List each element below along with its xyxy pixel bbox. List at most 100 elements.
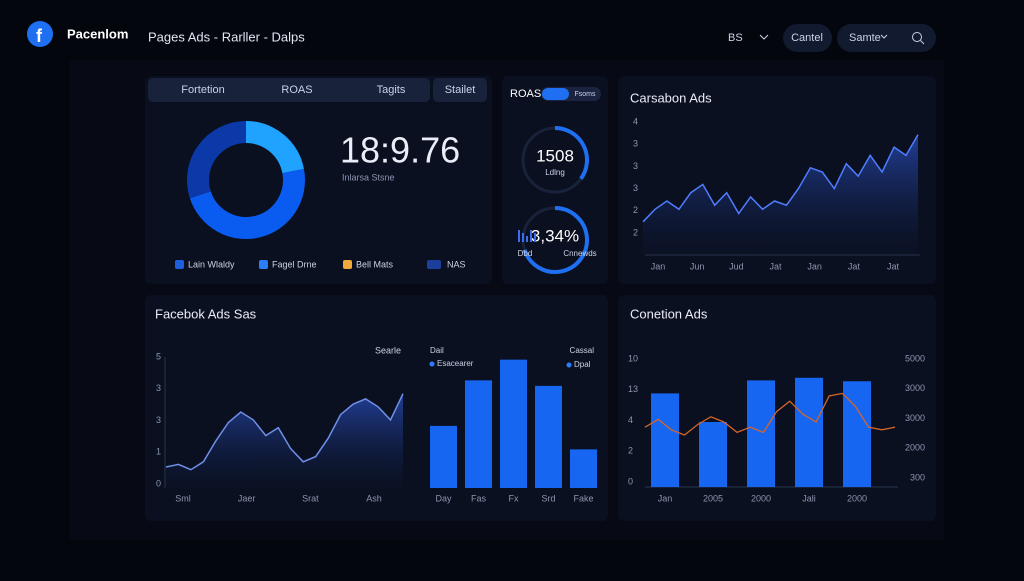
- x-tick-label: Jaer: [238, 493, 256, 503]
- y-tick-label: 2: [633, 205, 638, 215]
- y-tick-label: 3: [633, 139, 638, 149]
- legend-swatch: [259, 260, 268, 269]
- mini-bar: [530, 230, 532, 242]
- tab[interactable]: Fortetion: [181, 84, 224, 96]
- search-bar[interactable]: [837, 24, 936, 52]
- action-label[interactable]: Stailet: [445, 84, 476, 96]
- y-tick-label: 5: [156, 351, 161, 361]
- legend-swatch: [175, 260, 184, 269]
- x-tick-label: 2000: [847, 493, 867, 503]
- bar: [651, 393, 679, 487]
- gauge-arc: [522, 206, 589, 274]
- line: [644, 392, 896, 436]
- tab[interactable]: ROAS: [281, 84, 312, 96]
- bar: [795, 377, 823, 487]
- panel-title: Facebok Ads Sas: [155, 306, 257, 321]
- legend-label: Dail: [430, 346, 444, 355]
- mini-bar: [526, 236, 528, 242]
- legend-label: Bell Mats: [356, 259, 394, 269]
- panel-title: Carsabon Ads: [630, 90, 712, 105]
- panel-title: Conetion Ads: [630, 306, 708, 321]
- action-button[interactable]: [433, 78, 487, 102]
- y-tick-label: 2: [628, 446, 633, 456]
- y-tick-label: 13: [628, 384, 638, 394]
- logo-f: f: [36, 26, 43, 46]
- search-label[interactable]: Samte: [849, 32, 881, 44]
- x-tick-label: Jat: [887, 261, 900, 271]
- y-tick-label: 2000: [905, 443, 925, 453]
- gauge-arc: [554, 126, 589, 180]
- y-tick-label: 5000: [905, 353, 925, 363]
- y-tick-label: 3: [156, 415, 161, 425]
- x-tick-label: Day: [435, 493, 452, 503]
- x-tick-label: Jan: [807, 261, 822, 271]
- x-tick-label: Jan: [651, 261, 666, 271]
- area: [643, 134, 918, 255]
- y-tick-label: 2: [633, 227, 638, 237]
- x-tick-label: 2005: [703, 493, 723, 503]
- y-tick-label: 3: [633, 183, 638, 193]
- line: [642, 134, 919, 223]
- chevron: [880, 34, 888, 39]
- area: [166, 393, 403, 488]
- x-tick-label: Jud: [729, 261, 744, 271]
- donut-segment: [189, 168, 305, 239]
- legend-label: Lain Wlaldy: [188, 259, 235, 269]
- y-tick-label: 10: [628, 353, 638, 363]
- y-tick-label: 3000: [905, 383, 925, 393]
- y-tick-label: 0: [156, 478, 161, 488]
- legend-dot: [429, 361, 435, 367]
- legend-label: NAS: [447, 259, 466, 269]
- bar: [535, 385, 562, 488]
- x-tick-label: Jat: [848, 261, 861, 271]
- bar: [500, 359, 527, 488]
- button-label[interactable]: Cantel: [791, 32, 823, 44]
- legend-swatch: [343, 260, 352, 269]
- tab-bar: [148, 78, 430, 102]
- y-tick-label: 4: [633, 116, 638, 126]
- legend-label: Fagel Drne: [272, 259, 317, 269]
- gauge-value: 1508: [536, 146, 574, 165]
- metric-label: Inlarsa Stsne: [342, 172, 395, 182]
- x-tick-label: Jali: [802, 493, 816, 503]
- brand: Pacenlom: [67, 26, 128, 41]
- search-icon[interactable]: [912, 32, 922, 42]
- panel-title: ROAS: [510, 88, 541, 100]
- x-tick-label: Jan: [658, 493, 673, 503]
- metric: 18:9.76: [340, 130, 460, 171]
- bar: [465, 380, 492, 488]
- bar: [843, 381, 871, 487]
- y-tick-label: 3: [633, 161, 638, 171]
- mini-bar: [518, 230, 520, 242]
- toggle-label[interactable]: Fsoms: [575, 91, 597, 98]
- y-tick-label: 300: [910, 472, 925, 482]
- x-tick-label: Fas: [471, 493, 487, 503]
- bar: [430, 425, 457, 488]
- button[interactable]: [783, 24, 832, 52]
- toggle-on[interactable]: [542, 88, 569, 100]
- donut-segment: [187, 121, 247, 199]
- x-tick-label: Jun: [690, 261, 705, 271]
- line: [165, 393, 404, 471]
- menu[interactable]: BS: [728, 32, 743, 44]
- legend-label: Searle: [375, 345, 401, 355]
- gauge-label: Ldlng: [545, 168, 565, 177]
- tab[interactable]: Tagits: [377, 84, 406, 96]
- legend-label: Cassal: [570, 346, 595, 355]
- gauge-label: Cnnewds: [563, 249, 596, 258]
- panel: [502, 76, 608, 284]
- mini-bar: [522, 233, 524, 242]
- x-tick-label: Sml: [175, 493, 191, 503]
- bar: [699, 422, 727, 487]
- legend-label: Dpal: [574, 360, 591, 369]
- chevron: [759, 34, 769, 40]
- bar: [570, 449, 597, 488]
- x-tick-label: Srat: [302, 493, 319, 503]
- legend-dot: [566, 362, 572, 368]
- x-tick-label: Fake: [573, 493, 593, 503]
- legend-swatch: [427, 260, 441, 269]
- x-tick-label: Srd: [541, 493, 555, 503]
- y-tick-label: 1: [156, 447, 161, 457]
